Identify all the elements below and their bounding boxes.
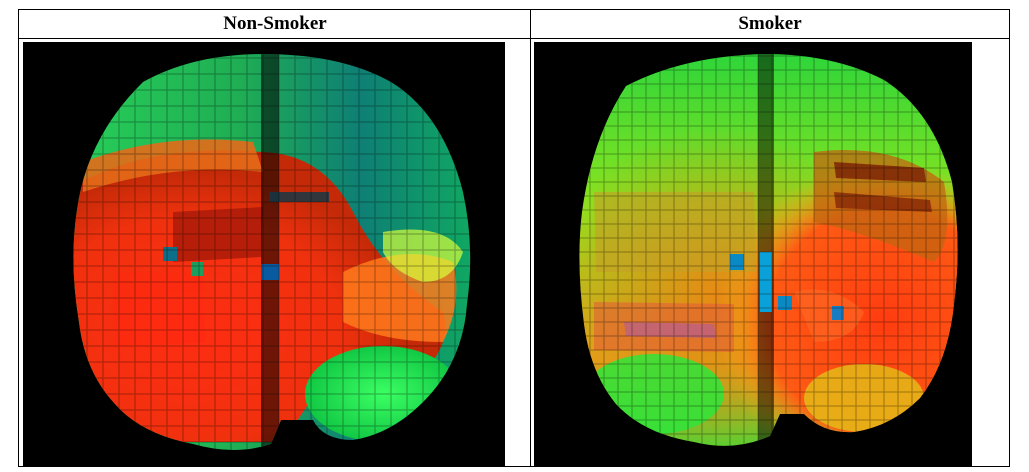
smoker-brain-image [534,42,972,466]
comparison-table: Non-Smoker Smoker [18,9,1010,467]
column-divider [530,10,531,466]
non-smoker-brain-render [73,54,471,450]
column-header-smoker: Smoker [738,13,802,34]
non-smoker-brain-image [23,42,505,466]
header-divider [19,38,1009,39]
column-header-non-smoker: Non-Smoker [223,13,327,34]
smoker-brain-render [579,54,958,446]
